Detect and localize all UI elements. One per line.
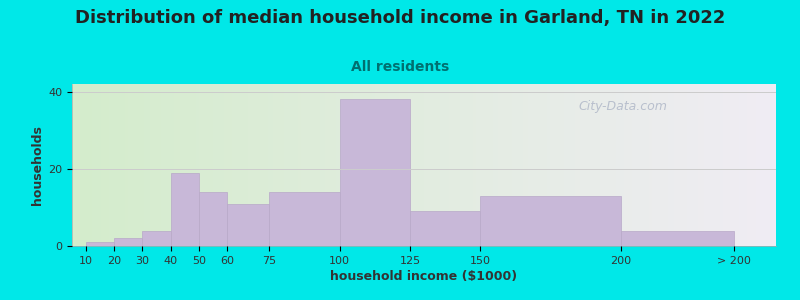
Text: City-Data.com: City-Data.com (579, 100, 668, 113)
Bar (621, 231, 734, 246)
Bar (142, 231, 170, 246)
Text: All residents: All residents (351, 60, 449, 74)
Bar (198, 192, 227, 246)
Bar (170, 173, 198, 246)
X-axis label: household income ($1000): household income ($1000) (330, 270, 518, 283)
Bar (480, 196, 621, 246)
Text: Distribution of median household income in Garland, TN in 2022: Distribution of median household income … (75, 9, 725, 27)
Bar (410, 211, 480, 246)
Y-axis label: households: households (31, 125, 44, 205)
Bar (269, 192, 339, 246)
Bar (227, 204, 269, 246)
Bar (114, 238, 142, 246)
Bar (339, 99, 410, 246)
Bar (86, 242, 114, 246)
